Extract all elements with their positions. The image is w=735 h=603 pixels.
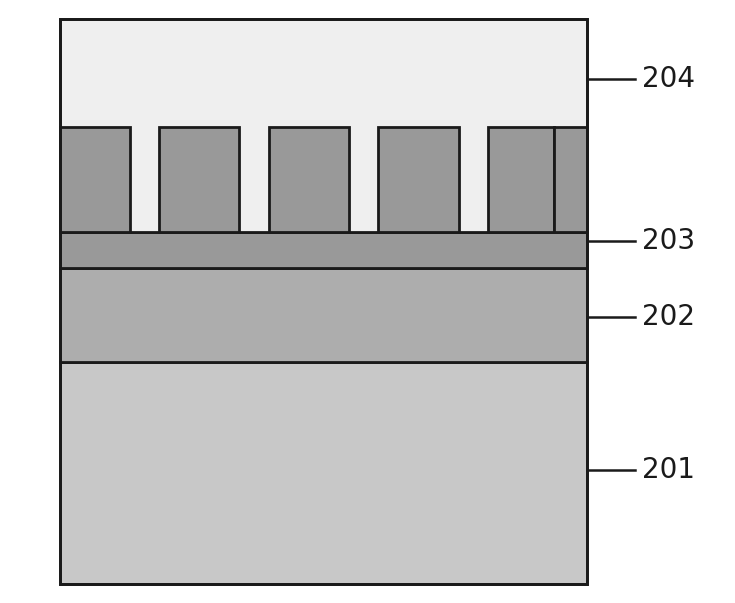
Text: 203: 203 <box>642 227 695 256</box>
Bar <box>60 19 587 584</box>
Bar <box>159 127 240 233</box>
Text: 204: 204 <box>642 65 695 93</box>
Bar <box>60 19 587 233</box>
Text: 201: 201 <box>642 455 695 484</box>
Bar <box>60 233 587 268</box>
Bar <box>60 268 587 362</box>
Bar <box>60 127 129 233</box>
Bar <box>60 362 587 584</box>
Text: 202: 202 <box>642 303 695 330</box>
Bar <box>488 127 554 233</box>
Bar <box>269 127 349 233</box>
Bar <box>554 127 587 233</box>
Bar <box>379 127 459 233</box>
